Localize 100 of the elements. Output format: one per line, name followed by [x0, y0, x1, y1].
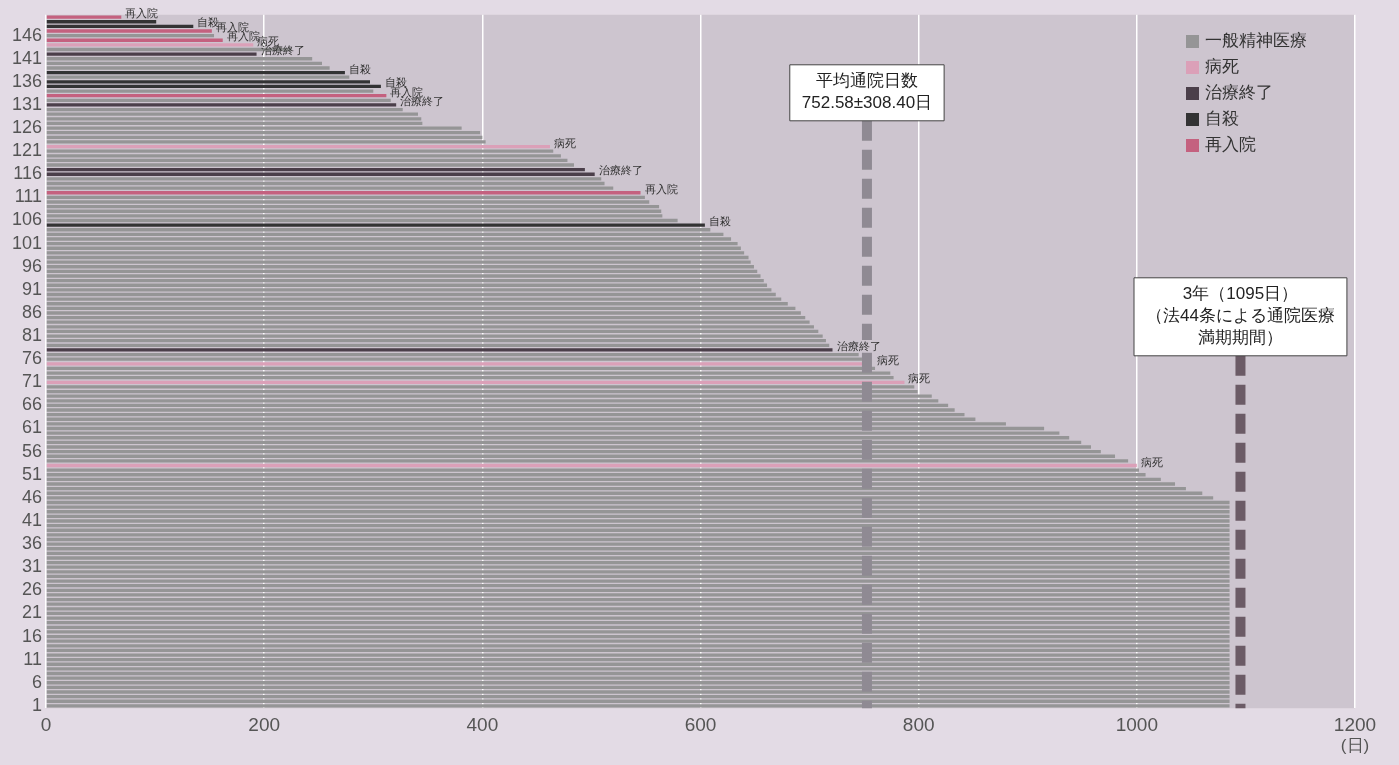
y-tick-label: 31 — [22, 556, 43, 577]
bar — [46, 204, 660, 209]
bar — [46, 29, 212, 33]
y-tick-label: 46 — [22, 486, 43, 507]
data-label: 再入院 — [644, 182, 678, 195]
legend-label: 自殺 — [1205, 108, 1239, 130]
bar — [46, 223, 705, 227]
bar — [46, 168, 585, 172]
bar — [46, 352, 859, 357]
bar — [46, 117, 422, 121]
y-tick-label: 76 — [22, 348, 43, 369]
bar — [46, 288, 772, 292]
bar — [46, 80, 370, 84]
bar — [46, 89, 374, 93]
bar — [46, 15, 122, 19]
bar — [46, 163, 574, 167]
y-tick-label: 111 — [14, 186, 43, 207]
bar — [46, 315, 806, 320]
bar — [46, 241, 738, 246]
bar — [46, 260, 751, 264]
bar — [46, 218, 678, 223]
y-tick-label: 101 — [11, 232, 43, 253]
legend-label: 再入院 — [1205, 134, 1256, 156]
y-tick-label: 26 — [22, 579, 43, 600]
bar — [46, 348, 833, 352]
bar — [46, 195, 645, 200]
bar — [46, 43, 254, 47]
bar — [46, 320, 810, 324]
bar — [46, 24, 194, 29]
data-label: 治療終了 — [598, 164, 643, 177]
data-label: 自殺 — [384, 76, 407, 89]
bar — [46, 172, 595, 176]
x-tick-label: 200 — [248, 713, 281, 735]
bar — [46, 278, 764, 283]
bar — [46, 20, 157, 24]
x-tick-label: 400 — [466, 713, 499, 735]
bar — [46, 694, 1230, 699]
x-tick-label: 1000 — [1115, 713, 1158, 735]
bar — [46, 66, 330, 70]
bar — [46, 94, 387, 98]
y-tick-label: 86 — [22, 301, 43, 322]
y-tick-label: 136 — [11, 70, 43, 91]
bar — [46, 33, 215, 38]
ref-line-label: 平均通院日数 752.58±308.40日 — [801, 70, 933, 112]
bar — [46, 144, 550, 149]
bar — [46, 463, 1137, 468]
y-tick-label: 6 — [32, 671, 43, 692]
bar — [46, 191, 641, 195]
bar — [46, 103, 397, 107]
y-tick-label: 71 — [22, 371, 43, 392]
y-tick-label: 66 — [22, 394, 43, 415]
bar — [46, 311, 801, 315]
data-label: 自殺 — [708, 215, 731, 228]
y-tick-label: 116 — [13, 163, 43, 184]
y-tick-label: 131 — [11, 93, 43, 114]
x-axis-title: (日) — [1340, 736, 1370, 756]
y-tick-label: 51 — [22, 463, 43, 484]
bar — [46, 251, 745, 255]
data-label: 自殺 — [348, 62, 371, 75]
y-tick-label: 91 — [22, 278, 43, 299]
ref-line-label: 3年（1095日）（法44条による通院医療満期期間） — [1146, 283, 1335, 347]
bar — [46, 98, 391, 102]
data-label: 再入院 — [125, 7, 159, 20]
data-label: 病死 — [908, 372, 931, 385]
y-tick-label: 106 — [11, 209, 43, 230]
data-label: 治療終了 — [836, 339, 881, 352]
bar — [46, 84, 381, 89]
y-tick-label: 141 — [11, 47, 43, 68]
bar — [46, 38, 223, 42]
bar — [46, 70, 345, 75]
x-tick-label: 1200 — [1333, 713, 1377, 735]
bar — [46, 269, 758, 274]
y-tick-label: 126 — [11, 117, 43, 138]
bar — [46, 228, 711, 232]
bar — [46, 75, 350, 79]
legend-label: 病死 — [1205, 56, 1239, 78]
bar — [46, 325, 814, 329]
data-label: 病死 — [553, 136, 576, 149]
y-tick-label: 61 — [22, 417, 43, 438]
data-label: 病死 — [876, 353, 899, 366]
y-tick-label: 21 — [22, 602, 43, 623]
x-tick-label: 600 — [684, 713, 717, 735]
bar — [46, 579, 1230, 583]
legend-label: 一般精神医療 — [1205, 30, 1307, 52]
bar — [46, 274, 761, 278]
bar — [46, 140, 486, 144]
bar — [46, 154, 561, 158]
x-tick-label: 800 — [902, 713, 935, 735]
y-tick-label: 11 — [23, 648, 43, 669]
y-tick-label: 41 — [22, 509, 43, 530]
y-tick-label: 1 — [32, 694, 43, 715]
y-tick-label: 146 — [11, 24, 43, 45]
y-tick-label: 96 — [22, 255, 43, 276]
bar — [46, 362, 865, 366]
bar — [46, 57, 313, 61]
x-tick-label: 0 — [40, 713, 52, 735]
bar — [46, 186, 614, 190]
bar — [46, 607, 1230, 611]
bar — [46, 112, 418, 116]
bar — [46, 177, 602, 181]
